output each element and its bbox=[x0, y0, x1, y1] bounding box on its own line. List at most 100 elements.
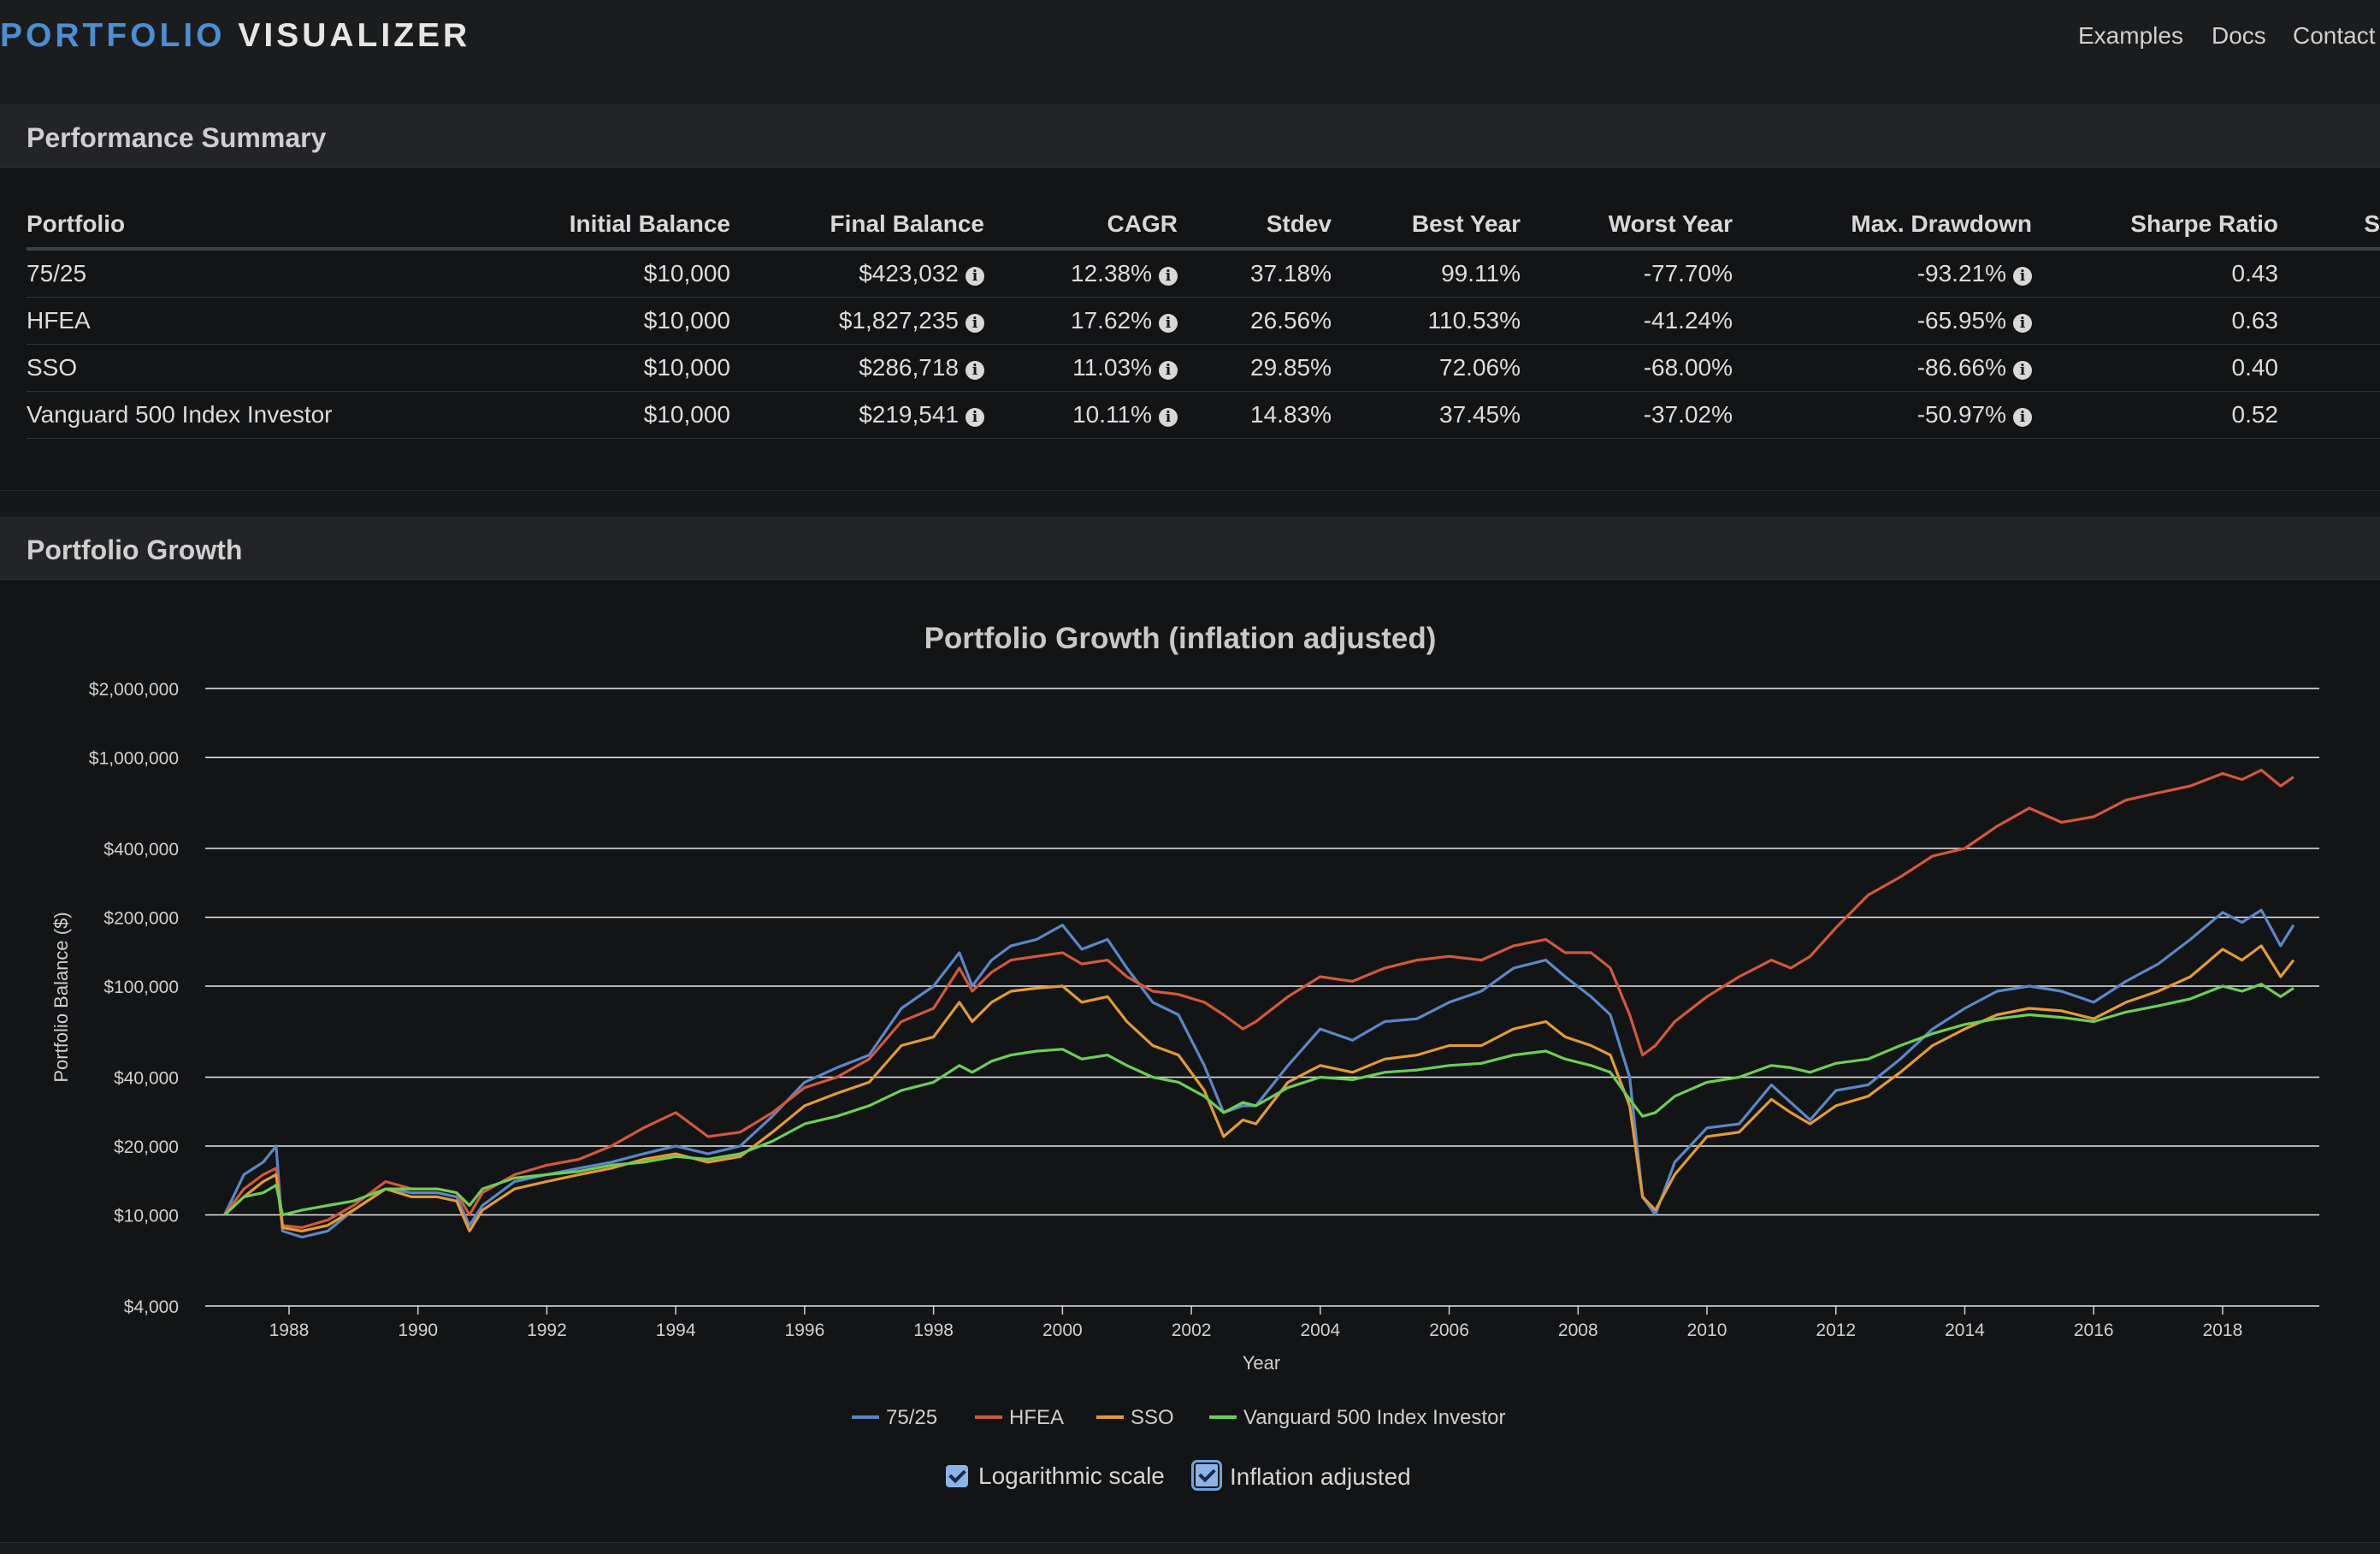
cell-cut-off bbox=[2278, 391, 2380, 439]
cell-cagr: 11.03% i bbox=[984, 344, 1178, 392]
col-header-final-balance: Final Balance bbox=[730, 201, 984, 251]
y-tick-label: $2,000,000 bbox=[89, 680, 179, 700]
cell-final-balance: $286,718 i bbox=[730, 344, 984, 392]
final-balance-value: $423,032 bbox=[859, 260, 959, 287]
legend-label: HFEA bbox=[1009, 1406, 1064, 1429]
x-tick-label: 2004 bbox=[1300, 1321, 1340, 1340]
cell-initial-balance: $10,000 bbox=[403, 391, 730, 439]
col-header-max-drawdown: Max. Drawdown bbox=[1733, 201, 2032, 251]
portfolio-growth-header: Portfolio Growth bbox=[0, 517, 2380, 580]
final-balance-value: $219,541 bbox=[859, 401, 959, 428]
cell-cagr: 10.11% i bbox=[984, 391, 1178, 439]
info-icon[interactable]: i bbox=[2013, 267, 2032, 286]
cell-max-drawdown: -93.21% i bbox=[1733, 249, 2032, 298]
info-icon[interactable]: i bbox=[1159, 361, 1178, 380]
performance-summary-table: Portfolio Initial Balance Final Balance … bbox=[27, 201, 2380, 439]
y-tick-label: $400,000 bbox=[103, 840, 179, 860]
x-tick-label: 2014 bbox=[1945, 1321, 1985, 1340]
log-scale-checkbox[interactable] bbox=[946, 1465, 968, 1487]
col-header-worst-year: Worst Year bbox=[1521, 201, 1733, 251]
x-tick-label: 2016 bbox=[2074, 1321, 2114, 1340]
x-tick-label: 1990 bbox=[398, 1321, 438, 1340]
site-logo[interactable]: PORTFOLIO VISUALIZER bbox=[0, 17, 470, 55]
page-bottom bbox=[0, 1542, 2380, 1554]
x-tick-label: 1998 bbox=[913, 1321, 954, 1340]
final-balance-value: $286,718 bbox=[859, 354, 959, 381]
table-row: HFEA $10,000 $1,827,235 i 17.62% i 26.56% … bbox=[27, 297, 2380, 345]
portfolio-growth-title: Portfolio Growth bbox=[27, 535, 243, 565]
cell-best-year: 37.45% bbox=[1332, 391, 1521, 439]
info-icon[interactable]: i bbox=[966, 361, 984, 380]
cagr-value: 17.62% bbox=[1071, 307, 1152, 334]
col-header-best-year: Best Year bbox=[1332, 201, 1521, 251]
x-tick-label: 2012 bbox=[1816, 1321, 1856, 1340]
y-axis-label: Portfolio Balance ($) bbox=[50, 912, 72, 1082]
cell-max-drawdown: -65.95% i bbox=[1733, 297, 2032, 345]
cell-stdev: 14.83% bbox=[1178, 391, 1332, 439]
y-tick-label: $4,000 bbox=[124, 1297, 179, 1317]
legend-label: Vanguard 500 Index Investor bbox=[1243, 1406, 1505, 1429]
col-header-cut-off: S bbox=[2278, 201, 2380, 251]
info-icon[interactable]: i bbox=[1159, 408, 1178, 427]
max-drawdown-value: -86.66% bbox=[1916, 354, 2006, 381]
cell-portfolio: Vanguard 500 Index Investor bbox=[27, 391, 403, 439]
x-tick-label: 1996 bbox=[785, 1321, 825, 1340]
chart-title: Portfolio Growth (inflation adjusted) bbox=[924, 622, 1437, 655]
logo-visualizer: VISUALIZER bbox=[238, 17, 471, 54]
x-tick-label: 2010 bbox=[1687, 1321, 1727, 1340]
col-header-initial-balance: Initial Balance bbox=[403, 201, 730, 251]
nav-docs[interactable]: Docs bbox=[2212, 22, 2266, 49]
log-scale-control[interactable]: Logarithmic scale bbox=[946, 1462, 1165, 1490]
info-icon[interactable]: i bbox=[966, 408, 984, 427]
cell-max-drawdown: -50.97% i bbox=[1733, 391, 2032, 439]
cell-cut-off bbox=[2278, 297, 2380, 345]
nav-contact[interactable]: Contact bbox=[2293, 22, 2376, 49]
cell-worst-year: -77.70% bbox=[1521, 249, 1733, 298]
cagr-value: 12.38% bbox=[1071, 260, 1152, 287]
col-header-cagr: CAGR bbox=[984, 201, 1178, 251]
x-tick-label: 1988 bbox=[269, 1321, 310, 1340]
cell-sharpe-ratio: 0.43 bbox=[2032, 249, 2278, 298]
info-icon[interactable]: i bbox=[966, 314, 984, 333]
info-icon[interactable]: i bbox=[2013, 314, 2032, 333]
performance-summary-panel: Performance Summary Portfolio Initial Ba… bbox=[0, 104, 2380, 491]
performance-summary-header: Performance Summary bbox=[0, 105, 2380, 168]
inflation-adjusted-checkbox[interactable] bbox=[1194, 1462, 1220, 1488]
cell-worst-year: -41.24% bbox=[1521, 297, 1733, 345]
y-tick-label: $10,000 bbox=[114, 1207, 179, 1226]
legend-label: SSO bbox=[1131, 1406, 1174, 1429]
cell-sharpe-ratio: 0.52 bbox=[2032, 391, 2278, 439]
col-header-stdev: Stdev bbox=[1178, 201, 1332, 251]
info-icon[interactable]: i bbox=[966, 267, 984, 286]
max-drawdown-value: -65.95% bbox=[1916, 307, 2006, 334]
info-icon[interactable]: i bbox=[1159, 267, 1178, 286]
cagr-value: 11.03% bbox=[1072, 354, 1152, 381]
cell-portfolio: 75/25 bbox=[27, 249, 403, 298]
nav-examples[interactable]: Examples bbox=[2078, 22, 2183, 49]
cell-initial-balance: $10,000 bbox=[403, 344, 730, 392]
cell-best-year: 99.11% bbox=[1332, 249, 1521, 298]
cell-portfolio: HFEA bbox=[27, 297, 403, 345]
performance-summary-title: Performance Summary bbox=[27, 122, 327, 153]
col-header-portfolio: Portfolio bbox=[27, 201, 403, 251]
cagr-value: 10.11% bbox=[1072, 401, 1152, 428]
cell-max-drawdown: -86.66% i bbox=[1733, 344, 2032, 392]
cell-sharpe-ratio: 0.40 bbox=[2032, 344, 2278, 392]
y-tick-label: $40,000 bbox=[114, 1068, 179, 1088]
info-icon[interactable]: i bbox=[2013, 361, 2032, 380]
cell-best-year: 110.53% bbox=[1332, 297, 1521, 345]
cell-final-balance: $423,032 i bbox=[730, 249, 984, 298]
y-tick-label: $1,000,000 bbox=[89, 749, 179, 769]
info-icon[interactable]: i bbox=[2013, 408, 2032, 427]
x-tick-label: 2008 bbox=[1558, 1321, 1598, 1340]
series-line bbox=[223, 908, 2295, 1239]
cell-worst-year: -37.02% bbox=[1521, 391, 1733, 439]
y-tick-label: $100,000 bbox=[103, 978, 179, 997]
inflation-adjusted-label: Inflation adjusted bbox=[1230, 1463, 1411, 1490]
top-navbar: PORTFOLIO VISUALIZER Examples Docs Conta… bbox=[0, 0, 2380, 104]
cell-cut-off bbox=[2278, 249, 2380, 298]
inflation-adjusted-control[interactable]: Inflation adjusted bbox=[1194, 1462, 1411, 1491]
info-icon[interactable]: i bbox=[1159, 314, 1178, 333]
cell-best-year: 72.06% bbox=[1332, 344, 1521, 392]
